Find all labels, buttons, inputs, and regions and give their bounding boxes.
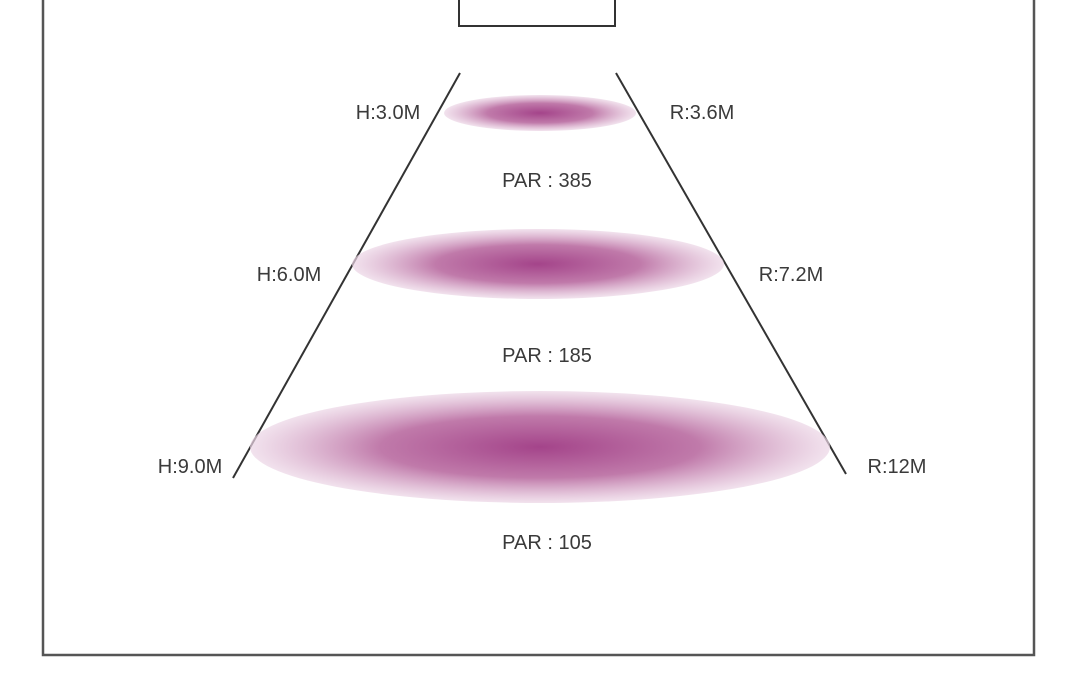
- light-spot-level-2: [352, 229, 724, 299]
- height-label-3: H:9.0M: [158, 456, 222, 478]
- par-label-1: PAR : 385: [502, 170, 592, 192]
- light-spot-level-1: [444, 95, 636, 131]
- beam-left-edge: [232, 72, 461, 479]
- outer-frame: [41, 0, 1036, 657]
- radius-label-3: R:12M: [868, 456, 927, 478]
- par-label-3: PAR : 105: [502, 532, 592, 554]
- height-label-1: H:3.0M: [356, 102, 420, 124]
- par-label-2: PAR : 185: [502, 345, 592, 367]
- radius-label-1: R:3.6M: [670, 102, 734, 124]
- height-label-2: H:6.0M: [257, 264, 321, 286]
- radius-label-2: R:7.2M: [759, 264, 823, 286]
- light-fixture: [458, 0, 616, 27]
- light-spot-level-3: [250, 391, 830, 503]
- beam-right-edge: [615, 72, 847, 475]
